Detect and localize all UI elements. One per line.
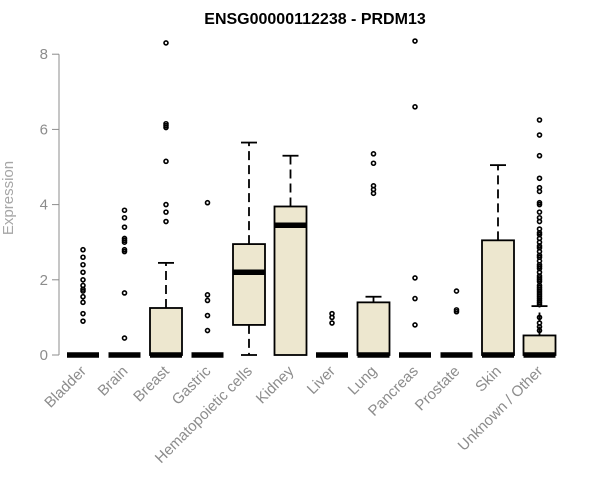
outlier-point [80, 288, 86, 294]
outlier-point [536, 314, 543, 321]
box-iqr [273, 205, 308, 356]
box-group [149, 40, 183, 358]
outlier-point [412, 104, 418, 110]
outlier-point [80, 261, 86, 268]
box-group [67, 246, 99, 358]
outlier-point [536, 201, 543, 208]
box-group [191, 199, 224, 358]
outlier-point [536, 132, 543, 138]
outlier-point [370, 190, 377, 197]
outlier-point [412, 322, 418, 328]
plot-area [67, 38, 557, 358]
outlier-point [163, 40, 169, 46]
x-tick-label: Kidney [253, 362, 298, 407]
outlier-point [121, 207, 128, 214]
box-iqr [232, 243, 266, 326]
box-group [273, 154, 308, 356]
outlier-point [453, 308, 460, 315]
box-iqr [522, 334, 557, 356]
outlier-point [536, 175, 543, 182]
box-group [316, 310, 348, 358]
outlier-point [536, 218, 543, 225]
outlier-point [163, 124, 169, 131]
outlier-point [204, 327, 211, 334]
box-iqr [481, 239, 515, 356]
outlier-point [536, 209, 543, 215]
outlier-point [121, 224, 128, 230]
outlier-point [80, 293, 86, 300]
outlier-point [536, 152, 543, 159]
outlier-point [163, 158, 169, 165]
outlier-point [80, 269, 86, 276]
outlier-point [329, 320, 335, 326]
x-tick-label: Liver [304, 363, 339, 398]
x-tick-label: Breast [130, 362, 173, 405]
outlier-point [370, 160, 377, 167]
y-tick-label: 4 [40, 197, 48, 214]
outlier-point [163, 209, 169, 215]
box-group [399, 38, 431, 358]
box-group [108, 207, 141, 358]
outlier-point [536, 188, 543, 195]
outlier-point [453, 288, 460, 294]
outlier-point [121, 290, 128, 296]
x-tick-label: Skin [472, 363, 505, 396]
y-axis-label: Expression [0, 161, 17, 235]
chart-title: ENSG00000112238 - PRDM13 [204, 11, 426, 28]
outlier-point [121, 239, 128, 245]
y-tick-label: 0 [40, 347, 48, 364]
outlier-point [80, 310, 86, 317]
outlier-point [121, 214, 128, 221]
y-tick-label: 2 [40, 272, 48, 289]
outlier-point [536, 117, 543, 123]
outlier-point [204, 312, 211, 319]
outlier-point [80, 254, 86, 261]
outlier-point [80, 276, 86, 283]
x-tick-label: Prostate [412, 363, 464, 415]
x-tick-label: Bladder [41, 363, 90, 412]
outlier-point [536, 327, 543, 334]
outlier-point [412, 38, 418, 44]
outlier-point [412, 275, 418, 281]
outlier-point [204, 297, 211, 304]
outlier-point [163, 201, 169, 208]
y-tick-label: 6 [40, 121, 48, 138]
outlier-point [204, 292, 211, 298]
outlier-point [412, 295, 418, 302]
box-group [522, 117, 557, 358]
outlier-point [370, 151, 377, 157]
outlier-point [163, 218, 169, 225]
box-iqr [356, 301, 391, 356]
box-group [481, 164, 515, 358]
box-group [440, 288, 473, 358]
box-iqr [149, 307, 183, 356]
box-group [356, 151, 391, 358]
y-axis: 0 2 4 6 8 [40, 46, 60, 364]
x-tick-label: Brain [95, 363, 132, 400]
outlier-point [80, 318, 86, 324]
outlier-point [204, 199, 211, 206]
outlier-point [121, 335, 128, 341]
outlier-point [80, 299, 86, 306]
y-tick-label: 8 [40, 46, 48, 63]
outlier-point [536, 301, 543, 308]
x-tick-label: Lung [345, 363, 381, 399]
outlier-point [329, 314, 335, 321]
outlier-point [80, 246, 86, 253]
outlier-point [121, 248, 128, 255]
box-group [232, 141, 266, 356]
